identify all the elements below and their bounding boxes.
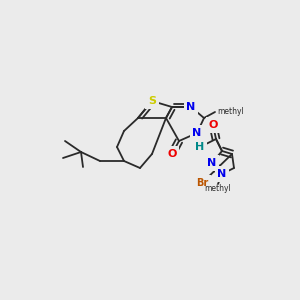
Text: N: N: [218, 169, 226, 179]
Text: O: O: [167, 149, 177, 159]
Text: N: N: [186, 102, 196, 112]
Text: O: O: [208, 120, 218, 130]
Text: H: H: [195, 142, 205, 152]
Text: methyl: methyl: [217, 107, 244, 116]
Text: N: N: [192, 128, 202, 138]
Text: methyl: methyl: [205, 184, 231, 193]
Text: Br: Br: [196, 178, 208, 188]
Text: N: N: [207, 158, 217, 168]
Text: S: S: [148, 96, 156, 106]
